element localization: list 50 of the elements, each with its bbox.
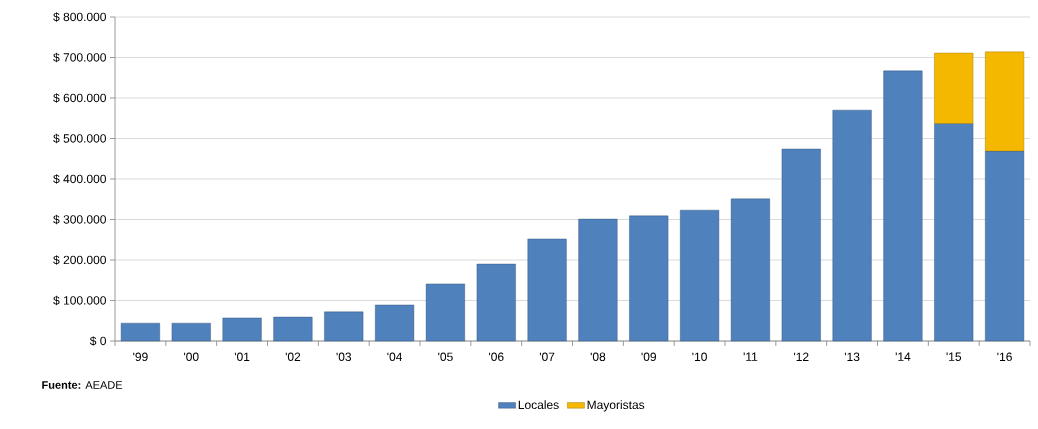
- x-tick-label: '04: [387, 352, 403, 362]
- x-tick-label: '03: [336, 352, 352, 362]
- text: Fuente: AEADE: [42, 381, 123, 389]
- legend-label: Mayoristas: [587, 400, 645, 412]
- bar: [934, 123, 974, 342]
- bar: [425, 283, 465, 342]
- x-tick-label: '12: [794, 352, 809, 361]
- bar: [832, 109, 872, 342]
- x-tick-label: '11: [743, 352, 758, 361]
- x-tick-label: '10: [692, 352, 707, 362]
- bar: [680, 209, 720, 342]
- bar: [222, 317, 262, 342]
- bar: [171, 322, 211, 342]
- bar: [527, 238, 567, 342]
- x-tick-label: '06: [489, 352, 504, 362]
- x-tick-label: '99: [133, 352, 148, 362]
- x-tick-label: '16: [997, 352, 1012, 362]
- x-tick-label: '14: [895, 352, 911, 361]
- bar: [578, 218, 618, 342]
- bar: [883, 70, 923, 342]
- x-tick-label: '07: [539, 352, 555, 362]
- x-tick-label: '00: [184, 352, 199, 362]
- y-tick-label: $ 500.000: [53, 133, 106, 144]
- x-tick-label: '02: [285, 352, 301, 362]
- bar: [273, 316, 313, 342]
- bar: [934, 52, 974, 124]
- y-tick-label: $ 100.000: [53, 295, 106, 306]
- y-tick-label: $ 300.000: [53, 214, 106, 225]
- bar: [730, 198, 770, 342]
- x-tick-label: '08: [590, 352, 606, 362]
- bar: [375, 304, 415, 342]
- x-tick-label: '01: [234, 352, 250, 362]
- x-tick-label: '05: [438, 352, 453, 362]
- y-tick-label: $ 0: [89, 336, 106, 346]
- bar: [476, 263, 516, 342]
- bar: [120, 322, 160, 342]
- bar: [324, 311, 364, 342]
- y-tick-label: $ 400.000: [53, 174, 106, 184]
- bar: [985, 51, 1025, 152]
- y-tick-label: $ 800.000: [53, 12, 106, 22]
- x-tick-label: '15: [946, 352, 962, 361]
- y-tick-label: $ 200.000: [53, 255, 106, 265]
- x-tick-label: '13: [844, 352, 860, 362]
- bar: [629, 215, 669, 342]
- legend-label: Locales: [518, 400, 559, 410]
- x-tick-label: '09: [641, 352, 656, 362]
- bar: [985, 150, 1025, 342]
- y-tick-label: $ 700.000: [53, 52, 106, 63]
- y-tick-label: $ 600.000: [53, 93, 106, 103]
- bar: [781, 148, 821, 342]
